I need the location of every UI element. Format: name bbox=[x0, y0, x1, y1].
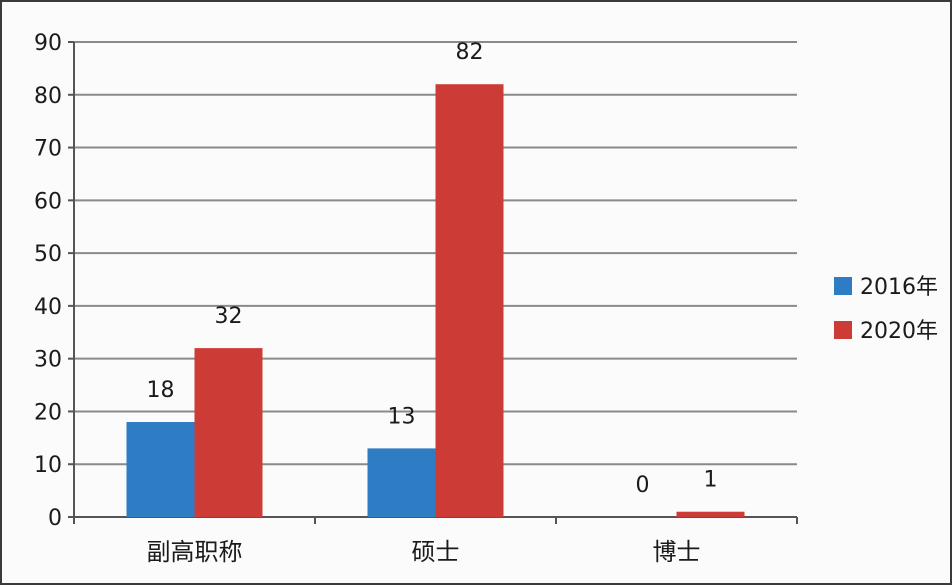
y-tick-label: 0 bbox=[48, 506, 62, 531]
bars bbox=[126, 84, 745, 517]
y-tick-label: 60 bbox=[34, 189, 62, 214]
legend-swatch bbox=[834, 277, 852, 295]
y-tick-label: 20 bbox=[34, 400, 62, 425]
y-tick-label: 70 bbox=[34, 137, 62, 162]
data-label: 18 bbox=[147, 378, 175, 403]
y-tick-label: 10 bbox=[34, 453, 62, 478]
y-tick-label: 50 bbox=[34, 242, 62, 267]
x-category-label: 副高职称 bbox=[147, 538, 243, 566]
x-category-label: 硕士 bbox=[412, 538, 460, 566]
data-label: 32 bbox=[215, 304, 243, 329]
x-category-label: 博士 bbox=[653, 538, 701, 566]
y-tick-label: 30 bbox=[34, 348, 62, 373]
legend-swatch bbox=[834, 321, 852, 339]
data-labels: 18 32 13 82 0 1 bbox=[147, 40, 718, 498]
data-label: 0 bbox=[636, 473, 650, 498]
y-tick-label: 80 bbox=[34, 84, 62, 109]
y-tick-label: 40 bbox=[34, 295, 62, 320]
data-label: 1 bbox=[704, 468, 718, 493]
legend: 2016年 2020年 bbox=[834, 275, 938, 344]
bar bbox=[676, 511, 745, 517]
y-tick-label: 90 bbox=[34, 31, 62, 56]
legend-label: 2020年 bbox=[860, 319, 938, 344]
bar bbox=[194, 348, 263, 517]
bar bbox=[367, 448, 436, 517]
legend-label: 2016年 bbox=[860, 275, 938, 300]
bar bbox=[126, 422, 195, 517]
data-label: 82 bbox=[456, 40, 484, 65]
data-label: 13 bbox=[388, 404, 416, 429]
bar bbox=[435, 84, 504, 517]
